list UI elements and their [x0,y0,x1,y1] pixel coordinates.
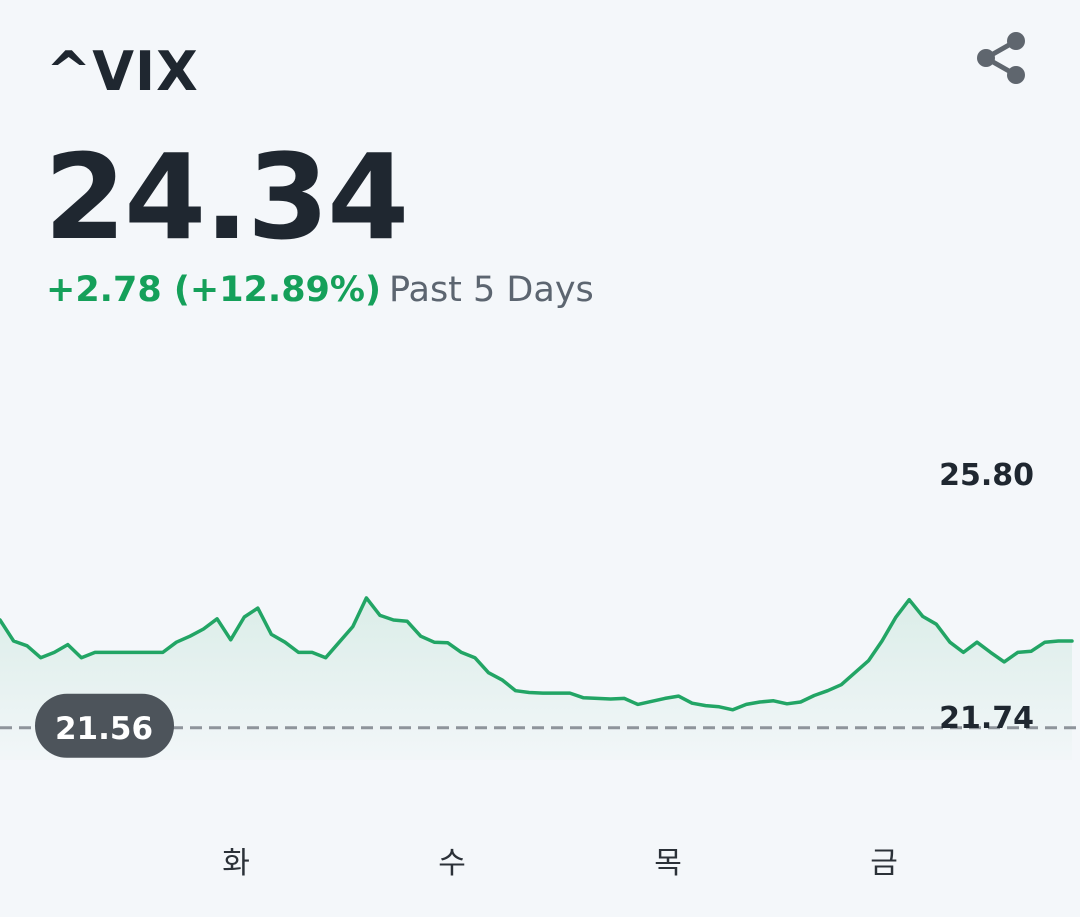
price-area [0,597,1072,760]
current-price: 24.34 [44,128,409,266]
share-button[interactable] [968,24,1034,90]
reference-value-label: 21.56 [55,711,153,747]
period-label: Past 5 Days [388,270,594,310]
reference-pill: 21.56 [35,693,174,758]
price-change: +2.78 (+12.89%) [46,270,381,310]
y-tick-label-low: 21.74 [939,701,1034,736]
x-tick-label: 목 [654,846,682,881]
reference-pill-bg [35,693,174,758]
x-tick-label: 금 [870,846,898,881]
share-icon [977,32,1025,84]
price-line [0,596,1074,712]
x-tick-label: 화 [222,846,250,881]
y-tick-label-high: 25.80 [939,458,1034,493]
ticker-symbol: ^VIX [46,40,199,103]
change-row: +2.78 (+12.89%) Past 5 Days [46,270,594,310]
x-tick-label: 수 [438,846,466,881]
